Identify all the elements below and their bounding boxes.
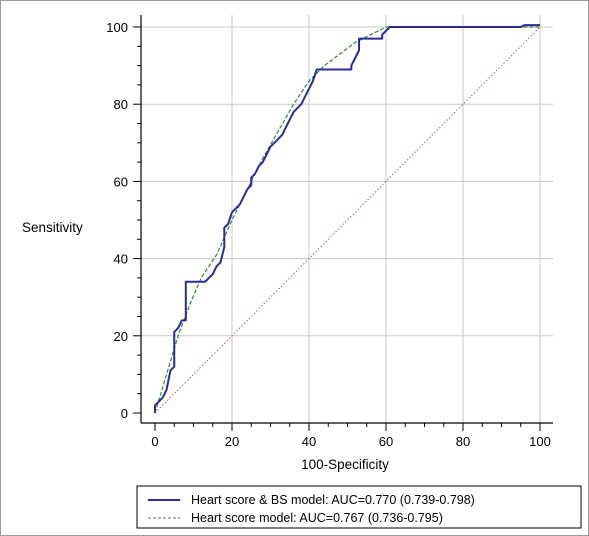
legend-box [136,485,582,529]
y-tick-label-60: 60 [114,174,128,189]
legend-label-series-2: Heart score model: AUC=0.767 (0.736-0.79… [191,511,443,525]
x-tick-label-60: 60 [379,434,393,449]
x-tick-label-80: 80 [456,434,470,449]
y-axis-label: Sensitivity [22,220,83,235]
y-tick-label-100: 100 [106,20,128,35]
x-tick-label-20: 20 [225,434,239,449]
x-tick-label-40: 40 [302,434,316,449]
series-line-2 [154,26,540,414]
y-tick-label-20: 20 [114,329,128,344]
grid-lines [141,15,553,423]
series-line-3 [154,26,541,414]
axes [133,15,553,431]
x-tick-label-0: 0 [151,434,158,449]
y-tick-label-40: 40 [114,252,128,267]
legend-label-series-1: Heart score & BS model: AUC=0.770 (0.739… [191,493,475,507]
tick-labels: 0 20 40 60 80 100 0 20 40 60 80 100 [106,20,551,449]
series-line-1 [154,24,540,413]
legend: Heart score & BS model: AUC=0.770 (0.739… [136,485,582,529]
x-tick-label-100: 100 [529,434,551,449]
y-tick-label-80: 80 [114,97,128,112]
y-tick-label-0: 0 [121,406,128,421]
x-axis-label: 100-Specificity [301,457,389,472]
series-lines [154,24,541,414]
